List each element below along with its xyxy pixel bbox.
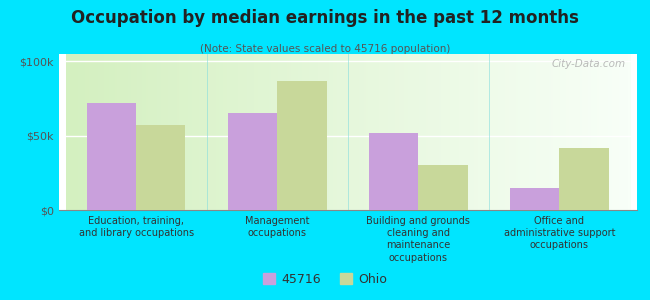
Bar bbox=[277, 81, 326, 210]
Bar bbox=[369, 133, 419, 210]
Bar bbox=[136, 125, 185, 210]
Bar bbox=[560, 148, 609, 210]
Bar bbox=[227, 113, 277, 210]
Text: City-Data.com: City-Data.com bbox=[551, 59, 625, 69]
Text: (Note: State values scaled to 45716 population): (Note: State values scaled to 45716 popu… bbox=[200, 44, 450, 53]
Bar bbox=[419, 165, 468, 210]
Bar bbox=[510, 188, 560, 210]
Bar bbox=[86, 103, 136, 210]
Legend: 45716, Ohio: 45716, Ohio bbox=[257, 268, 393, 291]
Text: Occupation by median earnings in the past 12 months: Occupation by median earnings in the pas… bbox=[71, 9, 579, 27]
